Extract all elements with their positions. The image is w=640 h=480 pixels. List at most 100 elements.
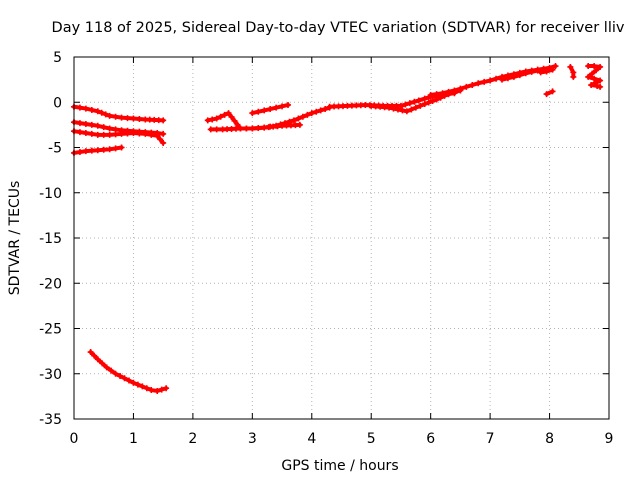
data-point bbox=[91, 352, 98, 359]
data-point bbox=[593, 67, 600, 74]
data-point bbox=[106, 146, 113, 153]
data-point bbox=[567, 63, 574, 70]
data-point bbox=[255, 108, 262, 115]
data-point bbox=[493, 75, 500, 82]
data-point bbox=[106, 112, 113, 119]
data-point bbox=[249, 125, 256, 132]
data-point bbox=[103, 364, 110, 371]
data-point bbox=[522, 70, 529, 77]
data-point bbox=[87, 349, 94, 356]
data-point bbox=[217, 113, 224, 120]
data-point bbox=[543, 91, 550, 98]
data-point bbox=[130, 130, 137, 137]
data-point bbox=[261, 107, 268, 114]
data-point bbox=[106, 131, 113, 138]
data-point bbox=[124, 130, 131, 137]
data-point bbox=[261, 124, 268, 131]
y-tick-label: 5 bbox=[53, 50, 62, 66]
data-point bbox=[390, 105, 397, 112]
data-point bbox=[528, 68, 535, 75]
data-point bbox=[589, 70, 596, 77]
x-tick-label: 1 bbox=[129, 431, 138, 447]
data-point bbox=[108, 367, 115, 374]
data-point bbox=[112, 113, 119, 120]
data-point bbox=[591, 63, 598, 70]
data-point bbox=[429, 98, 436, 105]
data-point bbox=[406, 100, 413, 107]
data-point bbox=[290, 117, 297, 124]
y-tick-label: -25 bbox=[39, 322, 62, 338]
data-point bbox=[415, 97, 422, 104]
data-point bbox=[121, 375, 128, 382]
data-point bbox=[273, 122, 280, 129]
data-point bbox=[82, 148, 89, 155]
data-point bbox=[597, 83, 604, 90]
data-points bbox=[71, 63, 604, 394]
data-point bbox=[136, 115, 143, 122]
data-point bbox=[94, 147, 101, 154]
x-tick-label: 4 bbox=[307, 431, 316, 447]
data-point bbox=[160, 117, 167, 124]
x-tick-label: 2 bbox=[188, 431, 197, 447]
data-point bbox=[510, 73, 517, 80]
data-point bbox=[76, 104, 83, 111]
data-point bbox=[76, 149, 83, 156]
data-point bbox=[282, 120, 289, 127]
x-tick-label: 5 bbox=[367, 431, 376, 447]
data-point bbox=[296, 121, 303, 128]
data-point bbox=[267, 106, 274, 113]
data-point bbox=[112, 131, 119, 138]
data-point bbox=[588, 82, 595, 89]
data-point bbox=[417, 102, 424, 109]
data-point bbox=[299, 113, 306, 120]
data-point bbox=[249, 110, 256, 117]
data-point bbox=[100, 131, 107, 138]
data-point bbox=[469, 82, 476, 89]
data-point bbox=[537, 69, 544, 76]
y-axis-label: SDTVAR / TECUs bbox=[7, 181, 23, 296]
data-point bbox=[295, 115, 302, 122]
data-point bbox=[317, 107, 324, 114]
data-point bbox=[209, 116, 216, 123]
y-tick-label: 0 bbox=[53, 95, 62, 111]
data-point bbox=[397, 102, 404, 109]
data-point bbox=[207, 126, 214, 133]
data-point bbox=[94, 356, 101, 363]
data-point bbox=[594, 82, 601, 89]
data-point bbox=[160, 130, 167, 137]
data-point bbox=[148, 131, 155, 138]
data-point bbox=[94, 131, 101, 138]
data-point bbox=[130, 379, 137, 386]
y-tick-label: -10 bbox=[39, 186, 62, 202]
data-point bbox=[76, 129, 83, 136]
data-point bbox=[136, 130, 143, 137]
data-point bbox=[412, 104, 419, 111]
x-tick-label: 9 bbox=[605, 431, 614, 447]
data-point bbox=[117, 373, 124, 380]
data-point bbox=[94, 108, 101, 115]
data-point bbox=[237, 125, 244, 132]
data-point bbox=[286, 118, 293, 125]
data-point bbox=[94, 122, 101, 129]
data-point bbox=[437, 94, 444, 101]
data-point bbox=[279, 103, 286, 110]
data-point bbox=[213, 126, 220, 133]
data-point bbox=[421, 95, 428, 102]
data-point bbox=[425, 99, 432, 106]
data-point bbox=[549, 88, 556, 95]
data-point bbox=[552, 63, 559, 70]
data-point bbox=[285, 101, 291, 108]
data-point bbox=[487, 77, 494, 84]
data-point bbox=[585, 63, 592, 70]
data-point bbox=[277, 121, 284, 128]
data-point bbox=[273, 104, 280, 111]
data-point bbox=[433, 96, 440, 103]
data-point bbox=[106, 125, 113, 132]
data-point bbox=[549, 66, 556, 73]
data-point bbox=[125, 377, 132, 384]
data-point bbox=[516, 72, 523, 79]
data-point bbox=[386, 104, 393, 111]
data-point bbox=[213, 115, 220, 122]
data-point bbox=[308, 110, 315, 117]
y-tick-label: -15 bbox=[39, 231, 62, 247]
